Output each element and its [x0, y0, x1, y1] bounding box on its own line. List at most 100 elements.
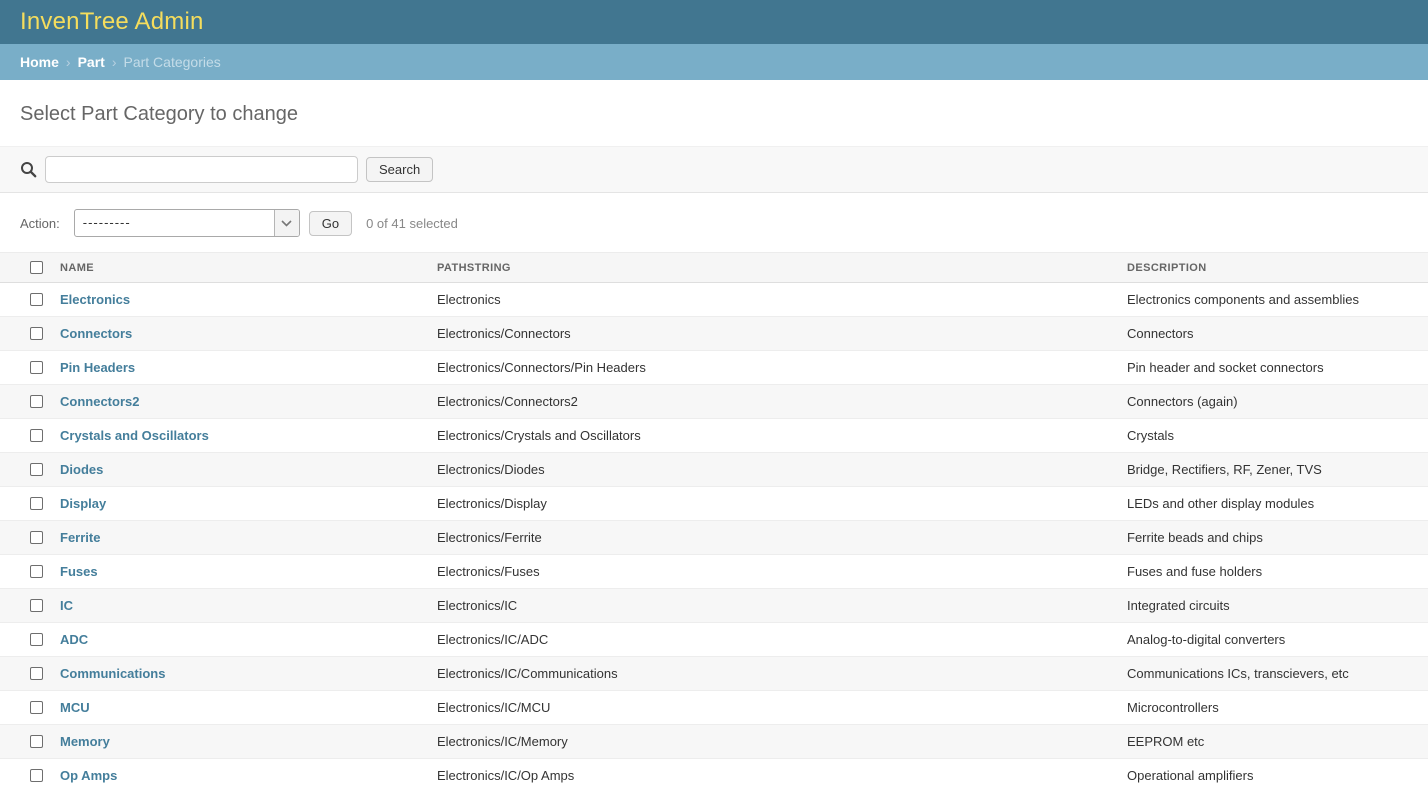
breadcrumb-separator: › — [65, 54, 71, 70]
row-checkbox[interactable] — [30, 293, 43, 306]
category-name-link[interactable]: Diodes — [60, 462, 104, 477]
page-title: Select Part Category to change — [20, 103, 298, 125]
row-checkbox[interactable] — [30, 429, 43, 442]
category-name-link[interactable]: Fuses — [60, 564, 98, 579]
table-row: ADC Electronics/IC/ADC Analog-to-digital c… — [0, 622, 1428, 657]
category-name-link[interactable]: Display — [60, 496, 107, 511]
column-header-description[interactable]: DESCRIPTION — [1127, 252, 1428, 283]
breadcrumb-link[interactable]: Part — [77, 54, 105, 70]
search-button[interactable]: Search — [366, 157, 434, 182]
category-description: Integrated circuits — [1127, 588, 1428, 623]
go-button[interactable]: Go — [308, 210, 353, 236]
table-header-row: NAME PATHSTRING DESCRIPTION — [0, 252, 1428, 283]
category-description: Ferrite beads and chips — [1127, 520, 1428, 555]
row-checkbox[interactable] — [30, 497, 43, 510]
chevron-down-icon — [273, 210, 299, 236]
row-checkbox[interactable] — [30, 701, 43, 714]
category-name-link[interactable]: IC — [60, 598, 73, 613]
action-bar: Action: --------- Go 0 of 41 selected — [0, 193, 1428, 252]
category-description: Operational amplifiers — [1127, 758, 1428, 785]
row-checkbox[interactable] — [30, 667, 43, 680]
category-description: Pin header and socket connectors — [1127, 350, 1428, 385]
column-header-name[interactable]: NAME — [60, 252, 437, 283]
table-row: Op Amps Electronics/IC/Op Amps Operational… — [0, 758, 1428, 785]
category-pathstring: Electronics/IC/ADC — [437, 622, 1127, 657]
category-pathstring: Electronics/Ferrite — [437, 520, 1127, 555]
category-description: Crystals — [1127, 418, 1428, 453]
row-checkbox[interactable] — [30, 531, 43, 544]
table-row: Display Electronics/Display LEDs and other… — [0, 486, 1428, 521]
table-row: Connectors Electronics/Connectors Connecto… — [0, 316, 1428, 351]
category-description: Connectors (again) — [1127, 384, 1428, 419]
category-pathstring: Electronics/IC/Op Amps — [437, 758, 1127, 785]
select-all-checkbox[interactable] — [30, 261, 43, 274]
selection-status: 0 of 41 selected — [366, 215, 458, 231]
category-name-link[interactable]: Connectors — [60, 326, 133, 341]
app-header: InvenTree Admin — [0, 0, 1428, 44]
category-name-link[interactable]: Crystals and Oscillators — [60, 428, 209, 443]
category-pathstring: Electronics/Diodes — [437, 452, 1127, 487]
row-checkbox[interactable] — [30, 599, 43, 612]
row-checkbox[interactable] — [30, 327, 43, 340]
category-pathstring: Electronics/Crystals and Oscillators — [437, 418, 1127, 453]
breadcrumb-link[interactable]: Home — [20, 54, 59, 70]
category-name-link[interactable]: MCU — [60, 700, 90, 715]
table-row: Connectors2 Electronics/Connectors2 Connec… — [0, 384, 1428, 419]
search-icon — [20, 161, 37, 178]
table-row: Diodes Electronics/Diodes Bridge, Rectifie… — [0, 452, 1428, 487]
category-name-link[interactable]: Electronics — [60, 292, 131, 307]
category-description: Analog-to-digital converters — [1127, 622, 1428, 657]
category-description: Fuses and fuse holders — [1127, 554, 1428, 589]
row-checkbox[interactable] — [30, 735, 43, 748]
category-name-link[interactable]: Connectors2 — [60, 394, 140, 409]
category-description: LEDs and other display modules — [1127, 486, 1428, 521]
category-pathstring: Electronics/Connectors — [437, 316, 1127, 351]
category-pathstring: Electronics/Display — [437, 486, 1127, 521]
category-description: Connectors — [1127, 316, 1428, 351]
category-pathstring: Electronics/IC — [437, 588, 1127, 623]
row-checkbox[interactable] — [30, 395, 43, 408]
table-row: Crystals and Oscillators Electronics/Crys… — [0, 418, 1428, 453]
breadcrumb: Home › Part › Part Categories — [0, 44, 1428, 80]
part-category-table: NAME PATHSTRING DESCRIPTION Electronics E… — [0, 252, 1428, 785]
category-name-link[interactable]: Pin Headers — [60, 360, 136, 375]
category-description: Microcontrollers — [1127, 690, 1428, 725]
row-checkbox[interactable] — [30, 361, 43, 374]
category-pathstring: Electronics/IC/MCU — [437, 690, 1127, 725]
breadcrumb-separator: › — [111, 54, 117, 70]
row-checkbox[interactable] — [30, 769, 43, 782]
app-title-link[interactable]: InvenTree Admin — [20, 8, 204, 35]
action-select-value: --------- — [82, 215, 131, 230]
row-checkbox[interactable] — [30, 633, 43, 646]
table-row: Electronics Electronics Electronics compon… — [0, 282, 1428, 317]
category-name-link[interactable]: Ferrite — [60, 530, 101, 545]
category-pathstring: Electronics/IC/Memory — [437, 724, 1127, 759]
category-name-link[interactable]: ADC — [60, 632, 89, 647]
action-select[interactable]: --------- — [73, 209, 300, 237]
row-checkbox[interactable] — [30, 565, 43, 578]
category-pathstring: Electronics/IC/Communications — [437, 656, 1127, 691]
category-pathstring: Electronics/Fuses — [437, 554, 1127, 589]
table-row: Ferrite Electronics/Ferrite Ferrite beads … — [0, 520, 1428, 555]
category-description: EEPROM etc — [1127, 724, 1428, 759]
category-pathstring: Electronics — [437, 282, 1127, 317]
row-checkbox[interactable] — [30, 463, 43, 476]
category-pathstring: Electronics/Connectors/Pin Headers — [437, 350, 1127, 385]
action-label: Action: — [20, 215, 60, 231]
category-name-link[interactable]: Communications — [60, 666, 166, 681]
table-row: MCU Electronics/IC/MCU Microcontrollers — [0, 690, 1428, 725]
search-input[interactable] — [45, 156, 358, 183]
table-row: Communications Electronics/IC/Communicati… — [0, 656, 1428, 691]
breadcrumb-current: Part Categories — [123, 54, 221, 70]
category-description: Communications ICs, transcievers, etc — [1127, 656, 1428, 691]
search-toolbar: Search — [0, 146, 1428, 193]
category-name-link[interactable]: Memory — [60, 734, 110, 749]
category-description: Bridge, Rectifiers, RF, Zener, TVS — [1127, 452, 1428, 487]
table-row: IC Electronics/IC Integrated circuits — [0, 588, 1428, 623]
table-row: Fuses Electronics/Fuses Fuses and fuse hol… — [0, 554, 1428, 589]
column-header-pathstring[interactable]: PATHSTRING — [437, 252, 1127, 283]
table-row: Pin Headers Electronics/Connectors/Pin He… — [0, 350, 1428, 385]
table-row: Memory Electronics/IC/Memory EEPROM etc — [0, 724, 1428, 759]
category-description: Electronics components and assemblies — [1127, 282, 1428, 317]
category-name-link[interactable]: Op Amps — [60, 768, 118, 783]
